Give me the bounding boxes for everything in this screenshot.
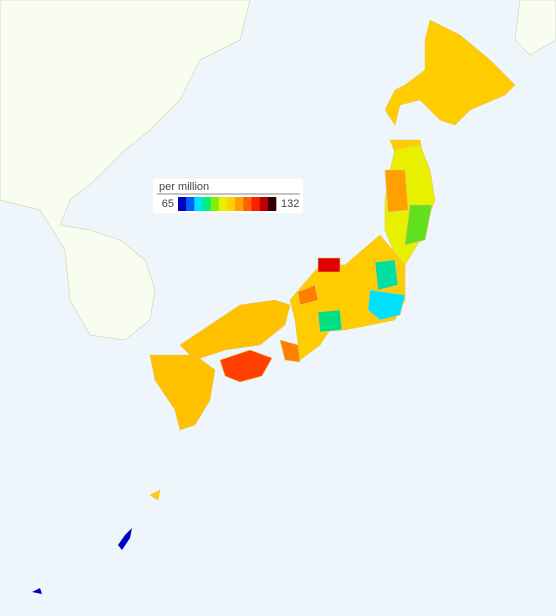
russia bbox=[514, 0, 556, 56]
akita bbox=[384, 169, 409, 213]
miyagi bbox=[404, 204, 433, 246]
legend-swatch bbox=[267, 197, 277, 211]
fukui bbox=[297, 284, 319, 306]
okinawa bbox=[118, 528, 132, 550]
kanto-north bbox=[374, 259, 399, 291]
legend-title: per million bbox=[159, 181, 209, 193]
hokkaido bbox=[384, 19, 516, 126]
legend: per million 65 132 bbox=[153, 179, 303, 213]
legend-scale bbox=[178, 197, 277, 211]
legend-swatch bbox=[186, 197, 195, 211]
legend-swatch bbox=[202, 197, 211, 211]
legend-swatch bbox=[210, 197, 220, 211]
chugoku bbox=[179, 299, 291, 361]
legend-swatch bbox=[259, 197, 269, 211]
amami bbox=[149, 489, 161, 501]
kyushu bbox=[149, 354, 216, 431]
kanto bbox=[367, 289, 406, 321]
legend-swatch bbox=[251, 197, 260, 211]
sakishima bbox=[32, 588, 42, 594]
continent bbox=[0, 0, 251, 341]
aichi bbox=[317, 309, 343, 333]
legend-max: 132 bbox=[281, 198, 299, 210]
legend-swatch bbox=[243, 197, 252, 211]
legend-swatch bbox=[235, 197, 244, 211]
legend-swatch bbox=[218, 197, 228, 211]
legend-swatch bbox=[194, 197, 203, 211]
legend-swatch bbox=[178, 197, 187, 211]
legend-swatch bbox=[227, 197, 236, 211]
toyama bbox=[317, 257, 341, 273]
kochi bbox=[219, 349, 273, 383]
wakayama bbox=[279, 339, 301, 363]
legend-min: 65 bbox=[162, 198, 174, 210]
